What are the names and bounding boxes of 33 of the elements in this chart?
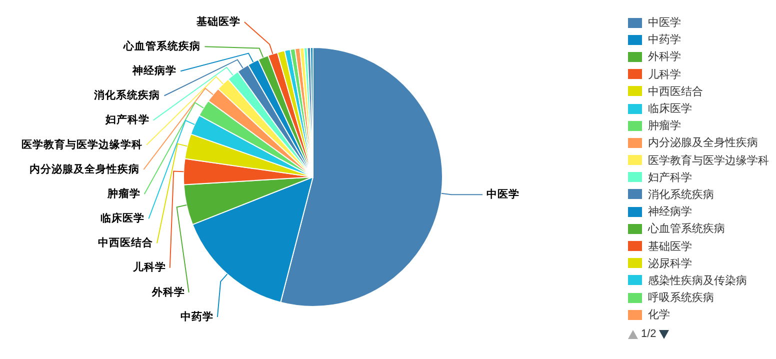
legend-label: 内分泌腺及全身性疾病 [648, 136, 758, 150]
slice-label: 中药学 [180, 310, 214, 323]
slice-label: 神经病学 [132, 64, 177, 78]
slice-label: 外科学 [150, 285, 185, 298]
legend-label: 中药学 [648, 32, 681, 48]
slice-label: 内分泌腺及全身性疾病 [30, 162, 140, 176]
slice-label: 消化系统疾病 [93, 88, 160, 102]
legend-label: 神经病学 [648, 205, 692, 220]
legend-label: 妇产科学 [648, 170, 692, 185]
slice-label: 心血管系统疾病 [122, 39, 201, 52]
slice-label: 妇产科学 [104, 113, 150, 126]
legend-label: 化学 [648, 308, 670, 322]
slice-label: 中医学 [486, 187, 520, 200]
legend-label: 中西医结合 [648, 84, 703, 99]
text: 1/2 [641, 328, 656, 340]
legend-label: 外科学 [648, 50, 681, 64]
legend-label: 感染性疾病及传染病 [648, 274, 747, 288]
legend-label: 基础医学 [648, 240, 692, 254]
legend-label: 呼吸系统疾病 [648, 290, 714, 306]
slice-label: 肿瘤学 [106, 186, 140, 200]
legend-label: 医学教育与医学边缘学科 [648, 154, 769, 168]
slice-label: 临床医学 [100, 212, 145, 225]
legend-label: 消化系统疾病 [648, 188, 714, 202]
legend-label: 肿瘤学 [648, 118, 681, 134]
slice-label: 儿科学 [132, 260, 166, 274]
slice-label: 基础医学 [195, 14, 240, 28]
slice-label: 中西医结合 [98, 236, 153, 250]
slice-label: 医学教育与医学边缘学科 [22, 138, 143, 151]
legend-label: 儿科学 [648, 68, 681, 82]
legend-label: 心血管系统疾病 [648, 222, 725, 236]
legend-label: 泌尿科学 [648, 256, 692, 271]
legend-label: 中医学 [648, 16, 681, 30]
legend-label: 临床医学 [648, 102, 692, 116]
